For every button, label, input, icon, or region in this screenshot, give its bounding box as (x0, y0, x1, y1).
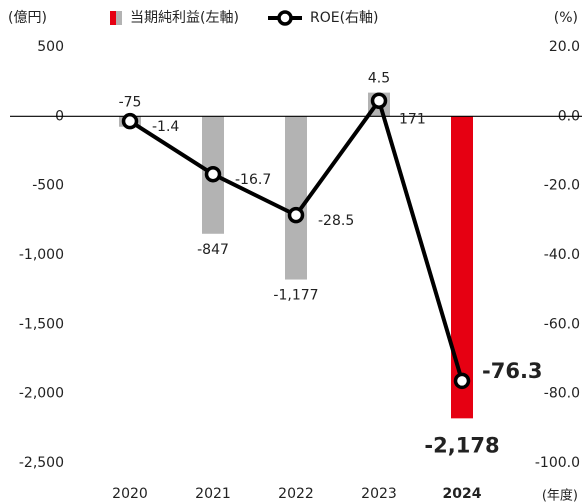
line-value-label: -16.7 (235, 172, 271, 188)
bar (285, 116, 307, 280)
line-marker (370, 92, 388, 109)
y-tick-label: -2,000 (19, 386, 64, 402)
line-value-label: -1.4 (152, 119, 179, 135)
y-tick-label: -1,500 (19, 316, 64, 332)
legend-icon (116, 11, 122, 25)
line-marker (287, 206, 305, 224)
bar-value-label: -1,177 (273, 288, 318, 304)
y2-tick-label: -20.0 (544, 178, 580, 194)
y2-axis-label: (%) (554, 10, 578, 26)
legend-icon (110, 11, 116, 25)
bar-value-label: 171 (399, 111, 426, 127)
legend-label: ROE(右軸) (310, 10, 379, 26)
bar (451, 116, 473, 419)
bar-value-label: -75 (119, 94, 142, 110)
y-tick-label: -2,500 (19, 455, 64, 471)
y-tick-label: -1,000 (19, 247, 64, 263)
x-tick-label: 2022 (278, 486, 314, 502)
y2-tick-label: -40.0 (544, 247, 580, 263)
x-tick-label: 2023 (361, 486, 397, 502)
legend-label: 当期純利益(左軸) (130, 10, 239, 26)
x-tick-label: 2020 (112, 486, 148, 502)
line-value-label: -28.5 (318, 213, 354, 229)
x-axis-label: (年度) (542, 488, 578, 504)
y2-tick-label: -60.0 (544, 316, 580, 332)
x-tick-label: 2024 (443, 486, 482, 502)
line-marker (453, 372, 471, 390)
line-value-label: 4.5 (368, 71, 390, 87)
line-marker (204, 165, 222, 183)
y-axis-label: (億円) (8, 10, 47, 26)
bar-value-label: -2,178 (424, 433, 499, 457)
y-tick-label: -500 (32, 178, 64, 194)
y2-tick-label: 20.0 (549, 39, 580, 55)
y2-tick-label: -80.0 (544, 386, 580, 402)
bar-value-label: -847 (197, 242, 229, 258)
line-value-label: -76.3 (482, 359, 543, 383)
y2-tick-label: -100.0 (535, 455, 580, 471)
y-tick-label: 500 (37, 39, 64, 55)
line-marker (121, 112, 139, 130)
x-tick-label: 2021 (195, 486, 231, 502)
legend-icon (277, 10, 293, 26)
